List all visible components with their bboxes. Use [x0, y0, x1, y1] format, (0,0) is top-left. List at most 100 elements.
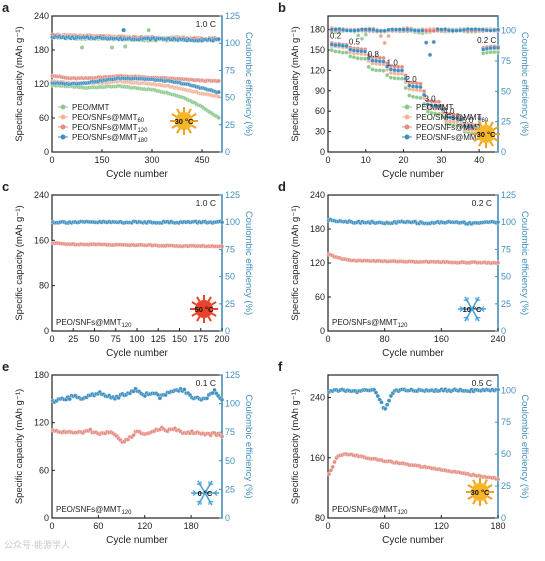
data-point: [348, 28, 353, 33]
sample-label: PEO/SNFs@MMT120: [332, 505, 408, 516]
panel-letter: a: [2, 0, 10, 15]
data-point: [340, 27, 346, 32]
data-point: [495, 45, 501, 50]
data-point: [157, 396, 163, 401]
legend-label: PEO/SNFs@MMT180: [72, 133, 148, 144]
y2-axis-label: Coulombic efficiency (%): [519, 32, 530, 136]
x-tick-label: 0: [49, 155, 54, 165]
y-tick-label: 180: [310, 25, 325, 35]
x-tick-label: 450: [194, 155, 209, 165]
data-point: [337, 42, 342, 48]
y-tick-label: 0: [44, 513, 49, 523]
data-point: [216, 90, 221, 95]
data-point: [216, 37, 221, 42]
data-point: [431, 39, 436, 45]
outlier-point: [123, 44, 128, 49]
rate-step-label: 0.5: [349, 38, 361, 47]
data-point: [383, 406, 388, 411]
rate-step-label: 5.0: [462, 116, 474, 125]
data-point: [385, 64, 390, 69]
rate-step-label: 1.0: [387, 59, 399, 68]
data-point: [355, 48, 360, 53]
temperature-label: 50 °C: [195, 305, 214, 314]
data-point: [375, 393, 380, 399]
data-point: [340, 50, 346, 55]
y2-tick-label: 75: [501, 244, 511, 254]
data-point: [410, 94, 416, 99]
data-point: [373, 68, 379, 73]
x-axis-label: Cycle number: [106, 535, 168, 546]
y-tick-label: 120: [310, 65, 325, 75]
data-point: [481, 51, 486, 56]
y2-tick-label: 75: [225, 427, 235, 437]
data-point: [481, 47, 486, 52]
data-point: [488, 45, 493, 51]
data-point: [379, 400, 384, 405]
y2-tick-label: 50: [225, 93, 235, 103]
data-point: [382, 28, 387, 33]
y2-tick-label: 0: [501, 147, 506, 157]
data-point: [344, 28, 350, 33]
sun-icon: [466, 478, 494, 506]
y-tick-label: 240: [34, 11, 49, 21]
panel-letter: d: [278, 179, 286, 194]
data-point: [363, 32, 368, 37]
series-capacity-blue: [329, 42, 501, 130]
x-axis-label: Cycle number: [106, 348, 168, 359]
x-tick-label: 200: [214, 334, 229, 344]
data-point: [374, 28, 380, 34]
rate-step-label: 4.0: [443, 107, 455, 116]
data-point: [492, 45, 497, 50]
legend-marker: [60, 134, 66, 140]
data-point: [469, 27, 474, 32]
series-ce-blue: [326, 387, 501, 411]
y2-tick-label: 50: [501, 272, 511, 282]
data-point: [476, 27, 482, 32]
data-point: [407, 93, 412, 98]
y-tick-label: 0: [320, 326, 325, 336]
x-tick-label: 60: [380, 521, 390, 531]
x-tick-label: 160: [434, 334, 449, 344]
data-point: [216, 115, 221, 120]
data-point: [363, 27, 368, 32]
legend-label: PEO/SNFs@MMT60: [72, 113, 145, 124]
series-ce-blue: [50, 34, 221, 43]
x-tick-label: 180: [184, 521, 199, 531]
y-tick-label: 90: [315, 86, 325, 96]
series-capacity-red: [326, 451, 501, 482]
data-point: [377, 59, 382, 64]
x-tick-label: 120: [137, 521, 152, 531]
x-tick-label: 180: [490, 521, 505, 531]
data-point: [473, 27, 478, 32]
data-point: [427, 28, 433, 33]
panel-letter: e: [2, 359, 9, 374]
data-point: [219, 434, 225, 439]
y2-tick-label: 125: [501, 190, 516, 200]
x-tick-label: 120: [434, 521, 449, 531]
data-point: [480, 27, 486, 32]
y-tick-label: 80: [39, 281, 49, 291]
temperature-label: 0 °C: [198, 489, 213, 498]
series-capacity-red: [50, 240, 225, 249]
sample-label: PEO/SNFs@MMT120: [56, 505, 132, 516]
data-point: [356, 33, 361, 38]
data-point: [484, 28, 489, 33]
data-point: [359, 27, 365, 32]
data-point: [333, 49, 338, 54]
rate-step-label: 0.2: [330, 31, 342, 40]
data-point: [399, 68, 405, 73]
y2-tick-label: 0: [225, 147, 230, 157]
y2-tick-label: 75: [501, 417, 511, 427]
x-tick-label: 40: [474, 155, 484, 165]
data-point: [385, 402, 390, 407]
data-point: [431, 28, 436, 33]
x-tick-label: 75: [111, 334, 121, 344]
y-tick-label: 60: [315, 292, 325, 302]
data-point: [216, 94, 221, 99]
data-point: [378, 33, 384, 39]
data-point: [461, 27, 467, 33]
data-point: [446, 28, 452, 33]
series-capacity-gray: [50, 82, 221, 120]
